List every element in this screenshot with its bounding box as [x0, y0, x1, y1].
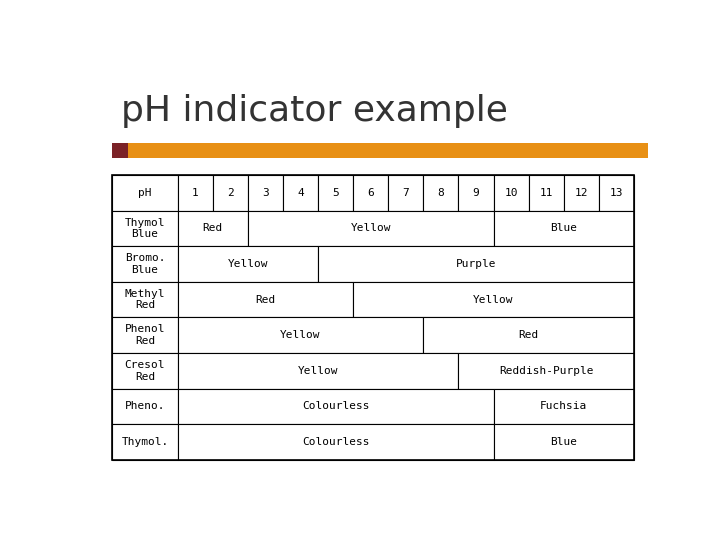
Text: 9: 9 [472, 188, 480, 198]
Bar [178, 424, 494, 460]
Text: Colourless: Colourless [302, 437, 369, 447]
Bar [112, 389, 178, 424]
Text: 12: 12 [575, 188, 588, 198]
Bar [248, 175, 283, 211]
Bar [423, 175, 459, 211]
Bar [388, 175, 423, 211]
Text: Colourless: Colourless [302, 401, 369, 411]
Bar [318, 175, 353, 211]
Text: Blue: Blue [550, 224, 577, 233]
Text: Yellow: Yellow [280, 330, 320, 340]
Bar [178, 353, 459, 389]
Bar [112, 353, 178, 389]
Text: Red: Red [255, 295, 276, 305]
Text: 4: 4 [297, 188, 304, 198]
Text: Reddish-Purple: Reddish-Purple [499, 366, 593, 376]
Bar [112, 143, 128, 158]
Bar [212, 175, 248, 211]
Bar [564, 175, 599, 211]
Bar [112, 246, 178, 282]
Text: 1: 1 [192, 188, 199, 198]
Bar [112, 424, 178, 460]
Text: 8: 8 [438, 188, 444, 198]
Bar [353, 175, 388, 211]
Bar [178, 318, 423, 353]
Bar [178, 211, 248, 246]
Bar [112, 175, 634, 460]
Text: Yellow: Yellow [351, 224, 391, 233]
Text: 2: 2 [227, 188, 233, 198]
Bar [178, 175, 212, 211]
Bar [423, 318, 634, 353]
Text: Red: Red [202, 224, 222, 233]
Text: Yellow: Yellow [228, 259, 268, 269]
Text: 7: 7 [402, 188, 409, 198]
Bar [248, 211, 494, 246]
Text: Thymol.: Thymol. [121, 437, 168, 447]
Text: Fuchsia: Fuchsia [540, 401, 588, 411]
Bar [494, 424, 634, 460]
Bar [318, 246, 634, 282]
Text: Blue: Blue [550, 437, 577, 447]
Text: Yellow: Yellow [473, 295, 514, 305]
Text: Methyl
Red: Methyl Red [125, 289, 165, 310]
Bar [494, 389, 634, 424]
Bar [112, 282, 178, 318]
Text: pH: pH [138, 188, 152, 198]
Text: Cresol
Red: Cresol Red [125, 360, 165, 382]
Text: Yellow: Yellow [298, 366, 338, 376]
Text: 3: 3 [262, 188, 269, 198]
Text: Purple: Purple [456, 259, 496, 269]
Bar [178, 282, 353, 318]
Text: Pheno.: Pheno. [125, 401, 165, 411]
Text: 11: 11 [539, 188, 553, 198]
Bar [599, 175, 634, 211]
Bar [459, 353, 634, 389]
Bar [494, 211, 634, 246]
Text: pH indicator example: pH indicator example [121, 94, 508, 128]
Text: Phenol
Red: Phenol Red [125, 325, 165, 346]
Bar [128, 143, 648, 158]
Text: Bromo.
Blue: Bromo. Blue [125, 253, 165, 275]
Bar [112, 318, 178, 353]
Bar [528, 175, 564, 211]
Bar [112, 175, 178, 211]
Text: Red: Red [518, 330, 539, 340]
Bar [459, 175, 494, 211]
Text: Thymol
Blue: Thymol Blue [125, 218, 165, 239]
Text: 5: 5 [332, 188, 339, 198]
Bar [353, 282, 634, 318]
Text: 6: 6 [367, 188, 374, 198]
Bar [283, 175, 318, 211]
Bar [112, 211, 178, 246]
Text: 10: 10 [505, 188, 518, 198]
Bar [178, 246, 318, 282]
Bar [178, 389, 494, 424]
Bar [494, 175, 528, 211]
Text: 13: 13 [610, 188, 624, 198]
